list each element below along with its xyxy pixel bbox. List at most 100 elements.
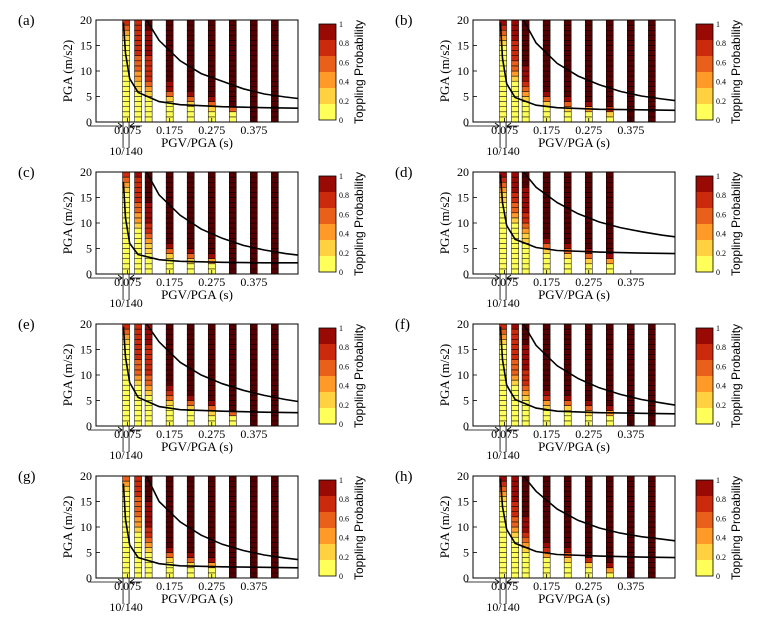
probability-cell bbox=[563, 258, 572, 265]
colorbar-swatch bbox=[696, 328, 713, 344]
probability-cell bbox=[229, 202, 237, 208]
probability-cell bbox=[134, 35, 142, 41]
probability-cell bbox=[563, 91, 572, 97]
y-tick-label: 5 bbox=[86, 242, 92, 256]
colorbar-swatch bbox=[696, 240, 713, 256]
probability-cell bbox=[606, 395, 614, 401]
bar-column bbox=[563, 475, 572, 579]
colorbar: 0 0.2 0.4 0.6 0.8 1 Toppling Probability bbox=[318, 20, 366, 125]
probability-cell bbox=[134, 227, 142, 234]
probability-cell bbox=[271, 516, 279, 523]
probability-cell bbox=[542, 359, 551, 366]
fit-curve bbox=[499, 174, 676, 255]
probability-cell bbox=[271, 212, 279, 219]
probability-cell bbox=[165, 181, 174, 188]
colorbar-tick-label: 1 bbox=[716, 172, 720, 181]
probability-cell bbox=[648, 19, 656, 26]
probability-cell bbox=[122, 364, 130, 371]
probability-cell bbox=[627, 339, 635, 345]
probability-cell bbox=[229, 45, 237, 51]
probability-cell bbox=[250, 506, 258, 512]
fit-curve bbox=[145, 171, 299, 256]
probability-cell bbox=[511, 207, 519, 214]
probability-cell bbox=[542, 202, 551, 208]
probability-cell bbox=[499, 547, 507, 553]
probability-cell bbox=[271, 379, 279, 386]
probability-cell bbox=[584, 50, 593, 56]
probability-cell bbox=[606, 349, 614, 355]
probability-cell bbox=[271, 80, 279, 87]
y-tick-label: 20 bbox=[457, 317, 469, 331]
probability-cell bbox=[229, 501, 237, 507]
probability-cell bbox=[511, 35, 519, 41]
probability-cell bbox=[165, 35, 174, 41]
probability-cell bbox=[134, 60, 142, 67]
probability-cell bbox=[521, 40, 530, 46]
probability-cell bbox=[627, 384, 635, 391]
probability-cell bbox=[521, 187, 530, 193]
bar-column bbox=[144, 323, 153, 427]
probability-cell bbox=[511, 562, 519, 569]
probability-cell bbox=[134, 542, 142, 548]
probability-cell bbox=[134, 516, 142, 523]
probability-cell bbox=[499, 40, 507, 46]
y-tick-label: 0 bbox=[463, 419, 469, 433]
probability-cell bbox=[499, 101, 507, 107]
probability-cell bbox=[521, 364, 530, 371]
bar-column bbox=[144, 171, 153, 275]
probability-cell bbox=[229, 268, 237, 275]
probability-cell bbox=[563, 217, 572, 224]
bar-column bbox=[627, 475, 635, 579]
probability-cell bbox=[207, 19, 216, 26]
probability-cell bbox=[186, 410, 195, 417]
probability-cell bbox=[521, 526, 530, 533]
bar-column bbox=[648, 323, 656, 427]
probability-cell bbox=[606, 339, 614, 345]
colorbar-tick-label: 1 bbox=[339, 20, 343, 29]
probability-cell bbox=[584, 60, 593, 67]
probability-cell bbox=[584, 258, 593, 265]
probability-cell bbox=[144, 55, 153, 62]
probability-cell bbox=[511, 369, 519, 376]
y-axis-label: PGA (m/s2) bbox=[60, 40, 75, 102]
probability-cell bbox=[542, 395, 551, 401]
x-axis-label: PGV/PGA (s) bbox=[538, 135, 610, 150]
probability-cell bbox=[627, 526, 635, 533]
probability-cell bbox=[542, 40, 551, 46]
probability-cell bbox=[122, 506, 130, 512]
probability-cell bbox=[521, 410, 530, 417]
fit-curve bbox=[122, 326, 299, 414]
probability-cell bbox=[250, 187, 258, 193]
bar-column bbox=[648, 475, 656, 579]
probability-cell bbox=[134, 40, 142, 46]
probability-cell bbox=[271, 65, 279, 72]
colorbar-swatch bbox=[319, 56, 336, 72]
probability-cell bbox=[511, 323, 519, 330]
probability-cell bbox=[122, 384, 130, 391]
probability-cell bbox=[186, 86, 195, 92]
probability-cell bbox=[521, 333, 530, 340]
probability-cell bbox=[207, 501, 216, 507]
bar-column bbox=[134, 171, 142, 275]
probability-cell bbox=[144, 567, 153, 574]
probability-cell bbox=[134, 531, 142, 538]
probability-cell bbox=[606, 328, 614, 335]
probability-cell bbox=[207, 253, 216, 259]
probability-cell bbox=[584, 187, 593, 193]
y-tick-label: 15 bbox=[80, 39, 92, 53]
probability-cell bbox=[499, 390, 507, 396]
colorbar-tick-label: 1 bbox=[339, 324, 343, 333]
probability-cell bbox=[521, 374, 530, 381]
probability-cell bbox=[511, 75, 519, 82]
probability-cell bbox=[250, 202, 258, 208]
fit-curve bbox=[122, 182, 298, 264]
probability-cell bbox=[511, 106, 519, 113]
probability-cell bbox=[271, 45, 279, 51]
probability-cell bbox=[648, 485, 656, 492]
probability-cell bbox=[144, 354, 153, 360]
probability-cell bbox=[229, 55, 237, 62]
probability-cell bbox=[144, 192, 153, 198]
probability-cell bbox=[186, 80, 195, 87]
probability-cell bbox=[606, 65, 614, 72]
